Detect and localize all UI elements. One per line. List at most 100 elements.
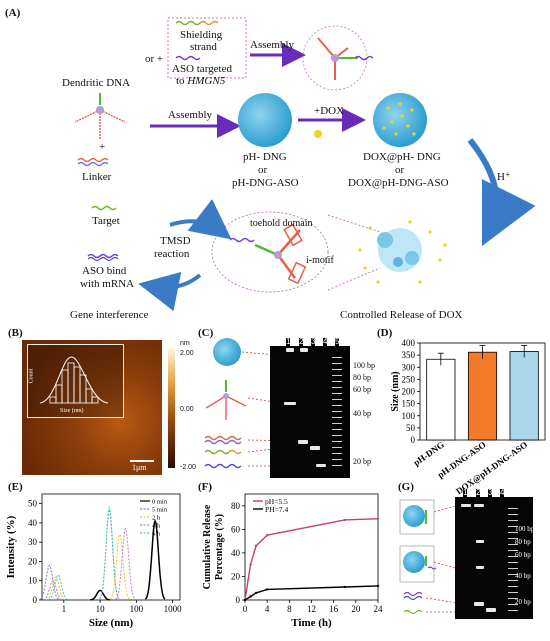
e-series-line [42, 580, 63, 601]
shielding-label-2: strand [190, 41, 217, 53]
e-ytick-label: 30 [28, 537, 38, 547]
dendritic-dna-icon [74, 93, 126, 140]
colorbar-mid: 0.00 [180, 406, 194, 413]
f-ytick-label: 60 [231, 524, 241, 534]
tmsd-label-1: TMSD [160, 235, 191, 247]
tmsd-arrow-bottom [138, 271, 202, 312]
e-series-line [45, 576, 66, 601]
gel-g-20bp: 20 bp [515, 598, 531, 606]
d-ytick-label: 250 [402, 374, 416, 384]
shield-box [167, 17, 247, 79]
f-xtick-label: 20 [351, 604, 361, 614]
e-xtick-label: 100 [130, 604, 144, 614]
gel-c-lane-1: 1 [286, 337, 291, 346]
panel-g-label: (G) [398, 481, 414, 493]
target-label: Target [92, 215, 120, 227]
acid-arrow [467, 138, 536, 247]
f-data-point [249, 563, 252, 566]
plus-label: + [99, 141, 106, 153]
f-xtick-label: 0 [243, 604, 248, 614]
colorbar-top: 2.00 [180, 350, 194, 357]
gel-c-band-1 [284, 402, 296, 405]
panel-e-label: (E) [8, 481, 23, 493]
f-legend-label: PH=7.4 [265, 505, 288, 514]
gel-g-band-1 [461, 504, 471, 507]
gel-c-80bp: 80 bp [353, 373, 371, 382]
dng-label-2: or [258, 164, 268, 176]
e-plot-frame [41, 493, 181, 601]
e-series-line [48, 574, 69, 601]
f-data-point [265, 588, 269, 591]
gel-c-lane-2: 2 [299, 337, 304, 346]
d-ytick-label: 0 [411, 435, 416, 445]
dox-molecule [314, 130, 322, 138]
d-ytick-label: 50 [406, 423, 416, 433]
c-nanogel-icon [213, 338, 241, 366]
c-dendritic-icon [205, 380, 247, 420]
gel-g-100bp: 100 bp [515, 525, 535, 533]
f-legend-label: pH=5.5 [265, 497, 288, 506]
inset-xlabel: Size (nm) [60, 408, 84, 414]
gel-c-20bp: 20 bp [353, 457, 371, 466]
gel-g-80bp: 80 bp [515, 538, 531, 546]
aso-bind-label-2: with mRNA [80, 278, 135, 290]
f-data-point [343, 518, 346, 522]
d-ytick-label: 300 [402, 362, 416, 372]
d-bar [426, 358, 456, 441]
f-xtick-label: 16 [329, 604, 339, 614]
e-series-line [39, 564, 60, 601]
f-xtick-label: 8 [287, 604, 292, 614]
f-series-line [244, 518, 379, 601]
e-series-line [109, 533, 130, 600]
e-xtick-label: 1 [62, 604, 67, 614]
gel-c-ladder [332, 352, 342, 468]
controlled-release-label: Controlled Release of DOX [340, 309, 463, 321]
gel-g-band-2 [476, 540, 484, 543]
gel-c-lane-3: 3 [311, 337, 316, 346]
dng-nanogel [238, 93, 292, 147]
f-ylabel-2: Percentage (%) [214, 514, 225, 580]
f-xlabel: Time (h) [291, 617, 332, 629]
gel-g-lane-4: 4 [500, 488, 505, 497]
e-legend-label: 0 min [152, 499, 168, 506]
d-ytick-label: 100 [402, 411, 416, 421]
aso-target-label-1: ASO targeted [172, 63, 232, 75]
e-xtick-label: 10 [96, 604, 106, 614]
tmsd-label-2: reaction [154, 248, 190, 260]
e-legend-label: 6 h [152, 531, 161, 538]
e-ytick-label: 0 [33, 595, 38, 605]
e-series-line [115, 527, 136, 600]
f-data-point [376, 517, 380, 520]
f-xtick-label: 4 [265, 604, 270, 614]
f-data-point [249, 595, 252, 598]
gel-c-lane-4: 4 [323, 337, 328, 346]
f-data-point [343, 585, 346, 589]
d-ylabel: Size (nm) [390, 371, 401, 411]
panel-d-label: (D) [377, 327, 393, 339]
panel-a-graphics [74, 17, 536, 312]
e-ytick-label: 50 [28, 499, 38, 509]
panel-b-label: (B) [8, 327, 23, 339]
dox-dng-label-2: or [395, 164, 405, 176]
e-xlabel: Size (nm) [89, 617, 134, 629]
dendritic-label: Dendritic DNA [62, 77, 131, 89]
gel-g-band-3 [486, 608, 496, 612]
f-data-point [265, 534, 269, 537]
e-legend-label: 4 h [152, 523, 161, 530]
gel-c-band-3 [310, 446, 320, 450]
toehold-label: toehold domain [250, 218, 313, 229]
aso-bind-label-1: ASO bind [82, 265, 127, 277]
aso-strand-icon [175, 55, 201, 61]
shielding-label-1: Shielding [180, 29, 223, 41]
f-xtick-label: 12 [307, 604, 316, 614]
e-series-line [99, 505, 120, 600]
f-ytick-label: 0 [236, 595, 241, 605]
gel-c-60bp: 60 bp [353, 385, 371, 394]
histogram-graphic [39, 356, 109, 404]
gel-g-ladder [508, 503, 518, 613]
gel-c-40bp: 40 bp [353, 409, 371, 418]
d-ytick-label: 150 [402, 399, 416, 409]
tmsd-zoom-oval [211, 211, 329, 293]
